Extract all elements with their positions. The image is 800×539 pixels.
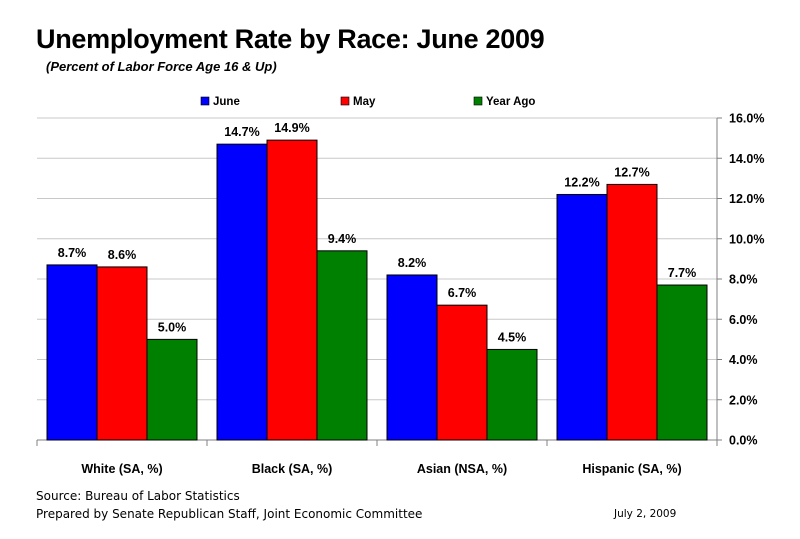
source-note: Source: Bureau of Labor Statistics <box>36 489 240 503</box>
legend-label: Year Ago <box>486 96 535 108</box>
legend-swatch <box>340 96 350 106</box>
data-label: 8.6% <box>108 248 137 262</box>
bar <box>46 264 98 441</box>
bar <box>486 348 538 441</box>
bar <box>656 284 708 441</box>
y-tick-label: 10.0% <box>729 232 764 246</box>
bar <box>606 183 658 441</box>
data-label: 8.2% <box>398 256 427 270</box>
y-tick-label: 12.0% <box>729 192 764 206</box>
chart-title: Unemployment Rate by Race: June 2009 <box>36 24 545 54</box>
bar <box>146 338 198 441</box>
data-label: 12.7% <box>614 165 649 179</box>
data-label: 6.7% <box>448 286 477 300</box>
data-label: 9.4% <box>328 232 357 246</box>
report-date: July 2, 2009 <box>614 508 677 520</box>
bar <box>266 139 318 441</box>
bar <box>556 193 608 441</box>
legend-swatch <box>200 96 210 106</box>
bar <box>316 250 368 441</box>
y-tick-label: 0.0% <box>729 434 758 448</box>
prepared-by-note: Prepared by Senate Republican Staff, Joi… <box>36 507 423 521</box>
y-tick-label: 16.0% <box>729 112 764 126</box>
legend-swatch <box>473 96 483 106</box>
legend-label: June <box>213 96 240 108</box>
data-label: 14.9% <box>274 121 309 135</box>
y-tick-label: 4.0% <box>729 353 758 367</box>
data-label: 8.7% <box>58 246 87 260</box>
bar <box>436 304 488 441</box>
y-tick-label: 2.0% <box>729 393 758 407</box>
category-label: Hispanic (SA, %) <box>582 462 681 476</box>
chart-subtitle: (Percent of Labor Force Age 16 & Up) <box>46 59 277 74</box>
bar <box>216 143 268 441</box>
category-label: Black (SA, %) <box>252 462 333 476</box>
data-label: 4.5% <box>498 330 527 344</box>
data-label: 14.7% <box>224 125 259 139</box>
y-tick-label: 8.0% <box>729 273 758 287</box>
y-tick-label: 14.0% <box>729 152 764 166</box>
category-label: Asian (NSA, %) <box>417 462 507 476</box>
data-label: 7.7% <box>668 266 697 280</box>
bar <box>96 266 148 441</box>
bar <box>386 274 438 441</box>
y-tick-label: 6.0% <box>729 313 758 327</box>
data-label: 5.0% <box>158 320 187 334</box>
data-label: 12.2% <box>564 175 599 189</box>
legend-label: May <box>353 96 376 108</box>
category-label: White (SA, %) <box>81 462 162 476</box>
